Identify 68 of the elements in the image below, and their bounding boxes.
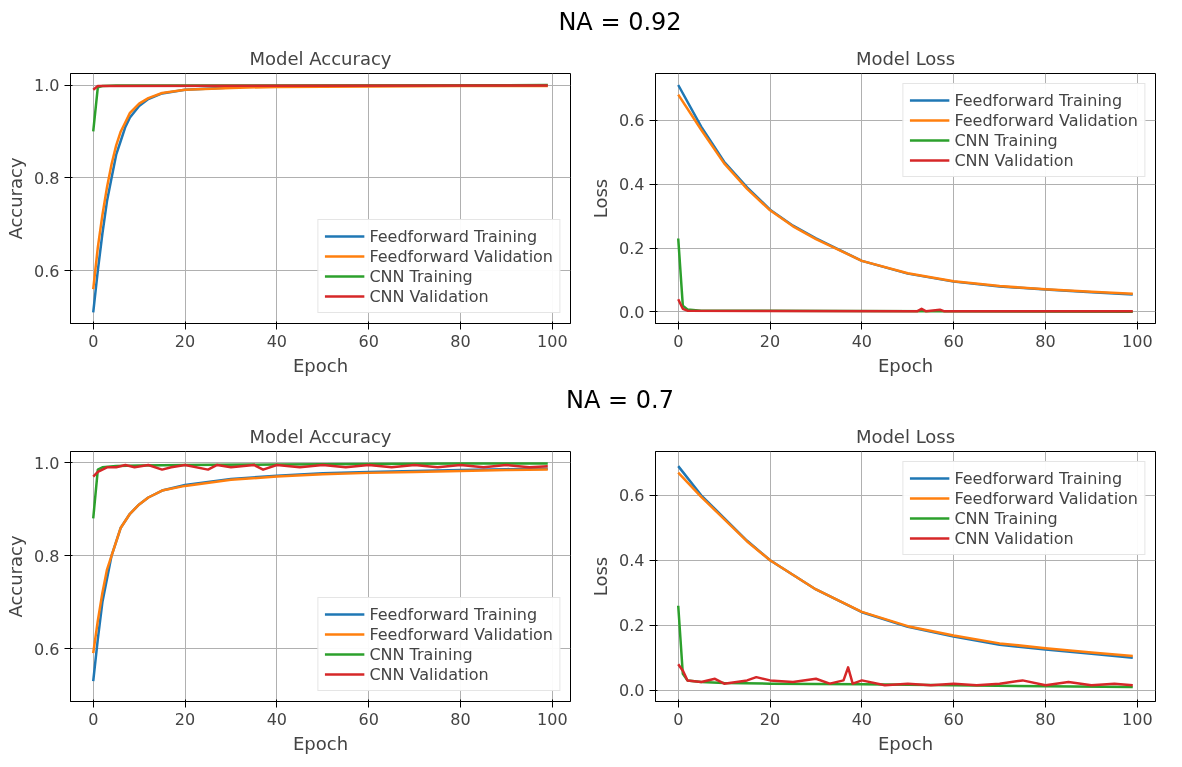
x-axis-title: Epoch	[877, 354, 934, 376]
text: NA = 0.7	[566, 385, 674, 416]
legend-label: Feedforward Training	[369, 226, 538, 246]
legend-label: CNN Training	[954, 508, 1058, 528]
y-tick-label: 0.2	[619, 616, 645, 636]
y-tick-label: 0.8	[34, 546, 60, 566]
y-tick-label: 0.4	[619, 551, 645, 571]
x-tick-label: 80	[1035, 709, 1056, 729]
legend-label: Feedforward Validation	[954, 488, 1138, 508]
y-tick-label: 0.6	[34, 639, 60, 659]
x-tick-label: 0	[673, 709, 684, 729]
x-tick-label: 0	[88, 709, 99, 729]
x-tick-label: 100	[1122, 709, 1153, 729]
legend-label: CNN Training	[369, 644, 473, 664]
chart-title: Model Accuracy	[249, 47, 392, 69]
x-tick-label: 100	[1122, 331, 1153, 351]
y-tick-label: 0.8	[34, 168, 60, 188]
legend-label: Feedforward Training	[369, 604, 538, 624]
y-tick-label: 0.0	[619, 681, 645, 701]
x-tick-label: 40	[266, 331, 288, 351]
chart-title: Model Loss	[855, 425, 956, 447]
y-tick-label: 0.6	[619, 111, 645, 131]
y-tick-label: 0.6	[34, 261, 60, 281]
y-tick-label: 0.2	[619, 239, 645, 259]
x-tick-label: 80	[450, 331, 471, 351]
x-tick-label: 20	[759, 709, 781, 729]
legend-label: CNN Validation	[369, 664, 489, 684]
x-tick-label: 20	[759, 331, 781, 351]
y-tick-label: 0.4	[619, 175, 645, 195]
y-axis-title: Loss	[590, 556, 612, 597]
x-axis-title: Epoch	[877, 732, 934, 754]
legend-label: CNN Validation	[954, 528, 1074, 548]
chart-title: Model Accuracy	[249, 425, 392, 447]
x-tick-label: 80	[450, 709, 471, 729]
text: NA = 0.92	[558, 7, 682, 38]
x-tick-label: 60	[943, 709, 964, 729]
x-tick-label: 100	[537, 709, 568, 729]
x-tick-label: 20	[174, 709, 196, 729]
x-tick-label: 60	[358, 331, 379, 351]
y-axis-title: Accuracy	[5, 157, 27, 240]
y-tick-label: 1.0	[34, 76, 60, 96]
legend-label: CNN Training	[369, 266, 473, 286]
legend-label: Feedforward Validation	[369, 624, 553, 644]
x-tick-label: 40	[851, 331, 873, 351]
legend-label: CNN Validation	[954, 150, 1074, 170]
legend-label: CNN Training	[954, 130, 1058, 150]
x-tick-label: 0	[88, 331, 99, 351]
x-tick-label: 80	[1035, 331, 1056, 351]
y-axis-title: Accuracy	[5, 535, 27, 618]
x-tick-label: 0	[673, 331, 684, 351]
x-tick-label: 100	[537, 331, 568, 351]
legend-label: Feedforward Validation	[369, 246, 553, 266]
legend-label: CNN Validation	[369, 286, 489, 306]
legend-label: Feedforward Validation	[954, 110, 1138, 130]
x-tick-label: 40	[851, 709, 873, 729]
x-tick-label: 60	[943, 331, 964, 351]
chart-title: Model Loss	[855, 47, 956, 69]
y-tick-label: 0.0	[619, 302, 645, 322]
x-tick-label: 60	[358, 709, 379, 729]
legend-label: Feedforward Training	[954, 468, 1123, 488]
x-axis-title: Epoch	[292, 354, 349, 376]
y-tick-label: 1.0	[34, 453, 60, 473]
x-axis-title: Epoch	[292, 732, 349, 754]
x-tick-label: 40	[266, 709, 288, 729]
y-tick-label: 0.6	[619, 486, 645, 506]
legend-label: Feedforward Training	[954, 90, 1123, 110]
y-axis-title: Loss	[590, 178, 612, 219]
x-tick-label: 20	[174, 331, 196, 351]
